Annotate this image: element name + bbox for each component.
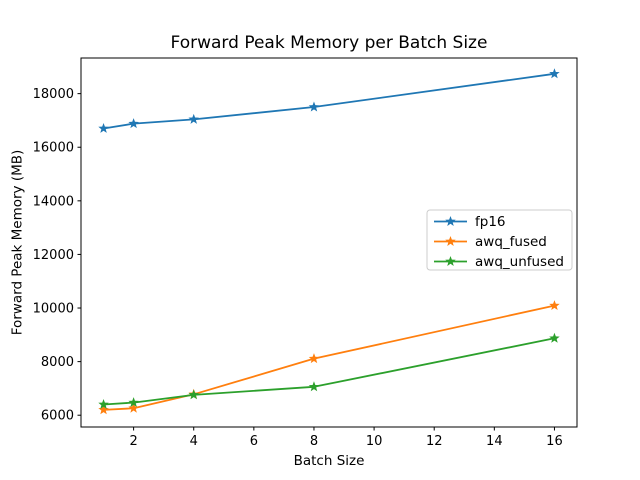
x-tick-label: 6 xyxy=(250,434,258,449)
data-point-star-fp16 xyxy=(128,118,139,129)
series-line-fp16 xyxy=(102,72,556,130)
x-tick-label: 16 xyxy=(546,434,563,449)
x-tick-label: 12 xyxy=(426,434,443,449)
series-markers-awq_fused xyxy=(98,300,560,415)
legend-label-awq_unfused: awq_unfused xyxy=(475,254,564,270)
data-point-star-awq_unfused xyxy=(188,389,199,400)
series-markers-awq_unfused xyxy=(98,332,560,409)
x-axis-label: Batch Size xyxy=(294,453,365,469)
x-tick-label: 14 xyxy=(486,434,503,449)
legend-sample-star-fp16 xyxy=(445,216,456,226)
legend-item-awq_fused: awq_fused xyxy=(434,234,547,250)
data-point-star-fp16 xyxy=(188,113,199,124)
legend-box xyxy=(426,209,573,271)
y-tick-label: 18000 xyxy=(33,87,74,102)
legend: fp16 awq_fused awq_unfused xyxy=(426,209,573,271)
chart-title: Forward Peak Memory per Batch Size xyxy=(171,33,488,53)
data-point-star-fp16 xyxy=(308,101,320,112)
legend-sample-star-awq_fused xyxy=(445,236,456,246)
data-point-star-awq_fused xyxy=(549,300,560,311)
y-tick-label: 10000 xyxy=(33,302,74,317)
data-point-star-awq_fused xyxy=(308,353,320,364)
y-tick-label: 14000 xyxy=(33,194,74,209)
y-tick-label: 16000 xyxy=(33,141,74,156)
y-tick-label: 12000 xyxy=(33,248,74,263)
data-point-star-fp16 xyxy=(549,68,560,79)
series-line-awq_fused xyxy=(102,304,556,411)
series-markers-fp16 xyxy=(98,68,560,133)
data-point-star-awq_unfused xyxy=(549,332,560,343)
legend-item-awq_unfused: awq_unfused xyxy=(434,254,564,270)
legend-label-awq_fused: awq_fused xyxy=(475,234,547,250)
data-point-star-awq_unfused xyxy=(98,398,109,409)
x-tick-label: 2 xyxy=(129,434,137,449)
series-line-awq_unfused xyxy=(102,337,556,406)
data-point-star-awq_unfused xyxy=(128,397,139,408)
data-point-star-fp16 xyxy=(98,122,109,133)
y-tick-label: 8000 xyxy=(41,355,74,370)
axes: 2 4 6 8 10 12 14 16 6000 8000 10000 12000 14000 16000… xyxy=(33,57,578,449)
x-tick-label: 8 xyxy=(310,434,318,449)
legend-item-fp16: fp16 xyxy=(434,214,506,230)
data-point-star-awq_fused xyxy=(98,404,109,415)
legend-label-fp16: fp16 xyxy=(475,214,506,230)
data-point-star-awq_unfused xyxy=(308,381,320,392)
plot-frame xyxy=(80,57,578,428)
x-tick-label: 10 xyxy=(366,434,383,449)
x-tick-label: 4 xyxy=(190,434,198,449)
series-plot-area xyxy=(98,68,560,415)
y-tick-label: 6000 xyxy=(41,409,74,424)
legend-sample-star-awq_unfused xyxy=(445,256,456,266)
data-point-star-awq_fused xyxy=(128,402,139,413)
y-axis-label: Forward Peak Memory (MB) xyxy=(10,150,26,336)
